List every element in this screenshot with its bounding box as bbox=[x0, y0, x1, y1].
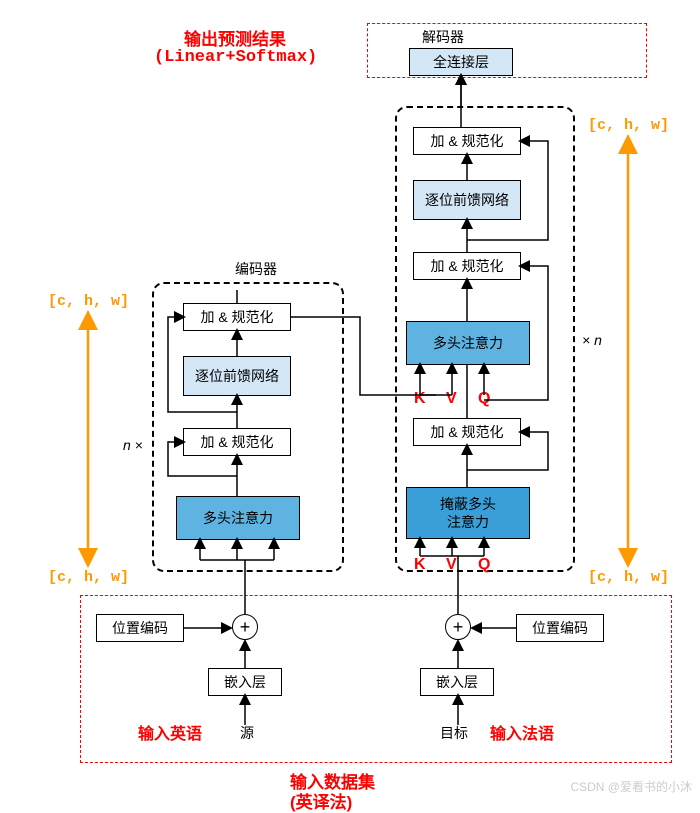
enc-addnorm-1: 加 & 规范化 bbox=[183, 303, 291, 331]
chw-tl: [c, h, w] bbox=[48, 293, 129, 310]
enc-addnorm-2: 加 & 规范化 bbox=[183, 428, 291, 456]
n-left-label: n × bbox=[123, 437, 143, 453]
source-label: 源 bbox=[240, 723, 254, 743]
plus-right: + bbox=[445, 614, 471, 640]
kvq-enc-dec-k: K bbox=[414, 390, 426, 408]
pos-enc-left: 位置编码 bbox=[96, 614, 184, 642]
enc-mha: 多头注意力 bbox=[176, 496, 300, 540]
kvq-masked-v: V bbox=[446, 556, 457, 574]
fc-layer-box: 全连接层 bbox=[409, 48, 513, 76]
kvq-enc-dec-v: V bbox=[446, 390, 457, 408]
dec-addnorm-1: 加 & 规范化 bbox=[413, 127, 521, 155]
input-fr-label: 输入法语 bbox=[490, 720, 554, 744]
dec-addnorm-3: 加 & 规范化 bbox=[413, 418, 521, 446]
embed-right: 嵌入层 bbox=[420, 668, 494, 696]
plus-left: + bbox=[232, 614, 258, 640]
target-label: 目标 bbox=[440, 723, 468, 743]
kvq-masked-k: K bbox=[414, 556, 426, 574]
dec-ffn: 逐位前馈网络 bbox=[413, 180, 521, 220]
dec-masked-mha: 掩蔽多头注意力 bbox=[406, 487, 530, 539]
output-title-1: 输出预测结果 bbox=[184, 25, 286, 50]
pos-enc-right: 位置编码 bbox=[516, 614, 604, 642]
n-right-label: × n bbox=[582, 332, 602, 348]
dec-cross-mha: 多头注意力 bbox=[406, 321, 530, 365]
chw-br: [c, h, w] bbox=[588, 569, 669, 586]
kvq-enc-dec-q: Q bbox=[478, 390, 490, 408]
decoder-label: 解码器 bbox=[422, 27, 464, 47]
kvq-masked-q: Q bbox=[478, 556, 490, 574]
dataset-label-2: (英译法) bbox=[290, 788, 352, 813]
masked-mha-text: 掩蔽多头注意力 bbox=[440, 495, 496, 531]
encoder-label: 编码器 bbox=[235, 259, 277, 279]
input-en-label: 输入英语 bbox=[138, 720, 202, 744]
diagram-canvas: 解码器 编码器 n × × n 源 目标 输出预测结果 (Linear+Soft… bbox=[0, 0, 700, 799]
watermark: CSDN @爱看书的小沐 bbox=[570, 778, 692, 795]
chw-bl: [c, h, w] bbox=[48, 569, 129, 586]
enc-ffn: 逐位前馈网络 bbox=[183, 356, 291, 396]
embed-left: 嵌入层 bbox=[208, 668, 282, 696]
chw-tr: [c, h, w] bbox=[588, 117, 669, 134]
dec-addnorm-2: 加 & 规范化 bbox=[413, 252, 521, 280]
output-title-2: (Linear+Softmax) bbox=[154, 48, 317, 67]
